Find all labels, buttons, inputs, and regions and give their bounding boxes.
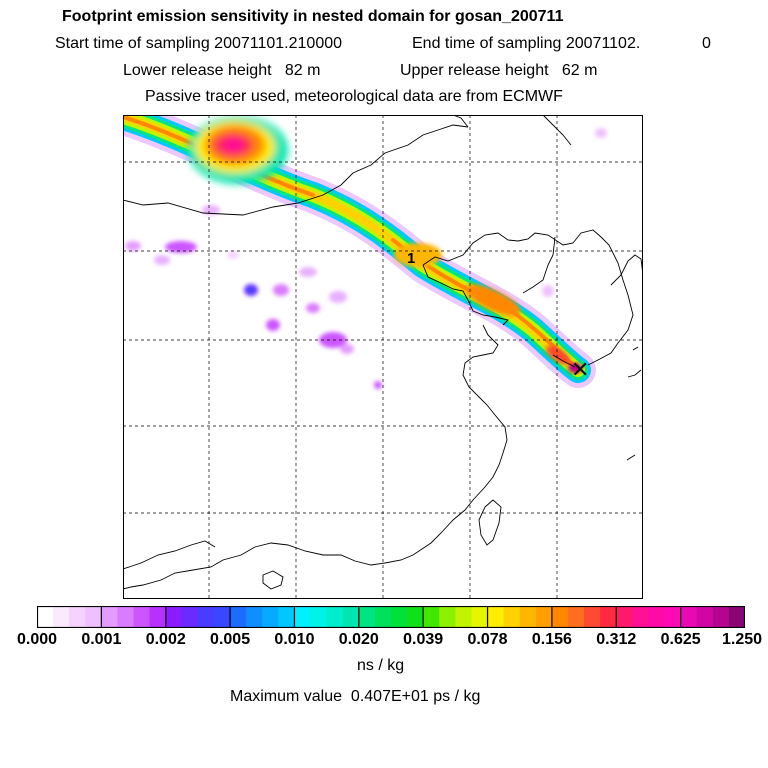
- colorbar-swatch: [358, 606, 376, 628]
- coastlines: [123, 115, 643, 590]
- colorbar-swatch: [278, 606, 295, 628]
- start-time-label: Start time of sampling 20071101.210000: [55, 35, 343, 52]
- colorbar-swatch: [262, 606, 279, 628]
- colorbar-swatch: [214, 606, 231, 628]
- colorbar-swatch: [53, 606, 70, 628]
- colorbar-swatch: [133, 606, 151, 628]
- colorbar-swatch: [230, 606, 247, 628]
- colorbar-swatch: [696, 606, 714, 628]
- colorbar-tick-label: 0.039: [403, 631, 444, 648]
- colorbar-swatch: [149, 606, 167, 628]
- colorbar-tick-label: 0.010: [274, 631, 315, 648]
- colorbar-swatch: [294, 606, 312, 628]
- colorbar-unit: ns / kg: [357, 657, 405, 674]
- trajectory-marker-label: 1: [407, 250, 415, 267]
- plot-title: Footprint emission sensitivity in nested…: [62, 8, 564, 25]
- colorbar-swatch: [37, 606, 54, 628]
- colorbar-tick-label: 0.001: [81, 631, 122, 648]
- colorbar-swatch: [551, 606, 569, 628]
- colorbar-swatch: [648, 606, 666, 628]
- emission-plume: [123, 115, 596, 388]
- colorbar-tick-label: 0.002: [145, 631, 186, 648]
- colorbar-swatch: [85, 606, 102, 628]
- end-time-label: End time of sampling 20071102.: [412, 35, 641, 52]
- colorbar-swatch: [165, 606, 183, 628]
- colorbar-swatch: [407, 606, 424, 628]
- colorbar-swatch: [616, 606, 633, 628]
- colorbar-tick-label: 0.625: [660, 631, 701, 648]
- colorbar-swatch: [181, 606, 199, 628]
- colorbar-swatch: [728, 606, 745, 628]
- colorbar-swatch: [535, 606, 553, 628]
- colorbar-swatch: [342, 606, 360, 628]
- colorbar-tick-label: 0.312: [596, 631, 637, 648]
- colorbar-swatch: [69, 606, 86, 628]
- colorbar-swatch: [455, 606, 472, 628]
- colorbar-tick-label: 1.250: [721, 631, 763, 648]
- lat-lon-grid: [123, 115, 643, 599]
- maximum-value-label: Maximum value 0.407E+01 ps / kg: [230, 688, 481, 705]
- colorbar-swatch: [584, 606, 601, 628]
- colorbar-swatch: [439, 606, 456, 628]
- colorbar-swatch: [600, 606, 617, 628]
- colorbar: [37, 606, 745, 628]
- colorbar-swatch: [117, 606, 135, 628]
- colorbar-swatch: [712, 606, 730, 628]
- colorbar-swatch: [101, 606, 118, 628]
- colorbar-swatch: [391, 606, 408, 628]
- colorbar-tick-label: 0.078: [467, 631, 508, 648]
- colorbar-swatch: [568, 606, 585, 628]
- colorbar-tick-label: 0.005: [210, 631, 251, 648]
- colorbar-swatch: [310, 606, 328, 628]
- colorbar-swatch: [326, 606, 344, 628]
- colorbar-swatch: [680, 606, 698, 628]
- lower-release-height-label: Lower release height 82 m: [123, 62, 321, 79]
- end-time-suffix: 0: [702, 35, 711, 52]
- receptor-marker: ✕: [571, 358, 589, 383]
- colorbar-swatch: [246, 606, 263, 628]
- colorbar-swatch: [374, 606, 392, 628]
- colorbar-tick-label: 0.000: [16, 631, 58, 648]
- colorbar-tick-label: 0.020: [338, 631, 379, 648]
- tracer-note: Passive tracer used, meteorological data…: [145, 88, 563, 105]
- colorbar-swatch: [664, 606, 682, 628]
- colorbar-swatch: [519, 606, 537, 628]
- colorbar-swatch: [503, 606, 521, 628]
- colorbar-tick-label: 0.156: [531, 631, 572, 648]
- colorbar-swatch: [471, 606, 489, 628]
- footprint-map: 1 ✕: [123, 115, 643, 599]
- colorbar-swatch: [632, 606, 649, 628]
- colorbar-swatch: [487, 606, 505, 628]
- colorbar-swatch: [423, 606, 440, 628]
- upper-release-height-label: Upper release height 62 m: [400, 62, 598, 79]
- colorbar-swatch: [197, 606, 215, 628]
